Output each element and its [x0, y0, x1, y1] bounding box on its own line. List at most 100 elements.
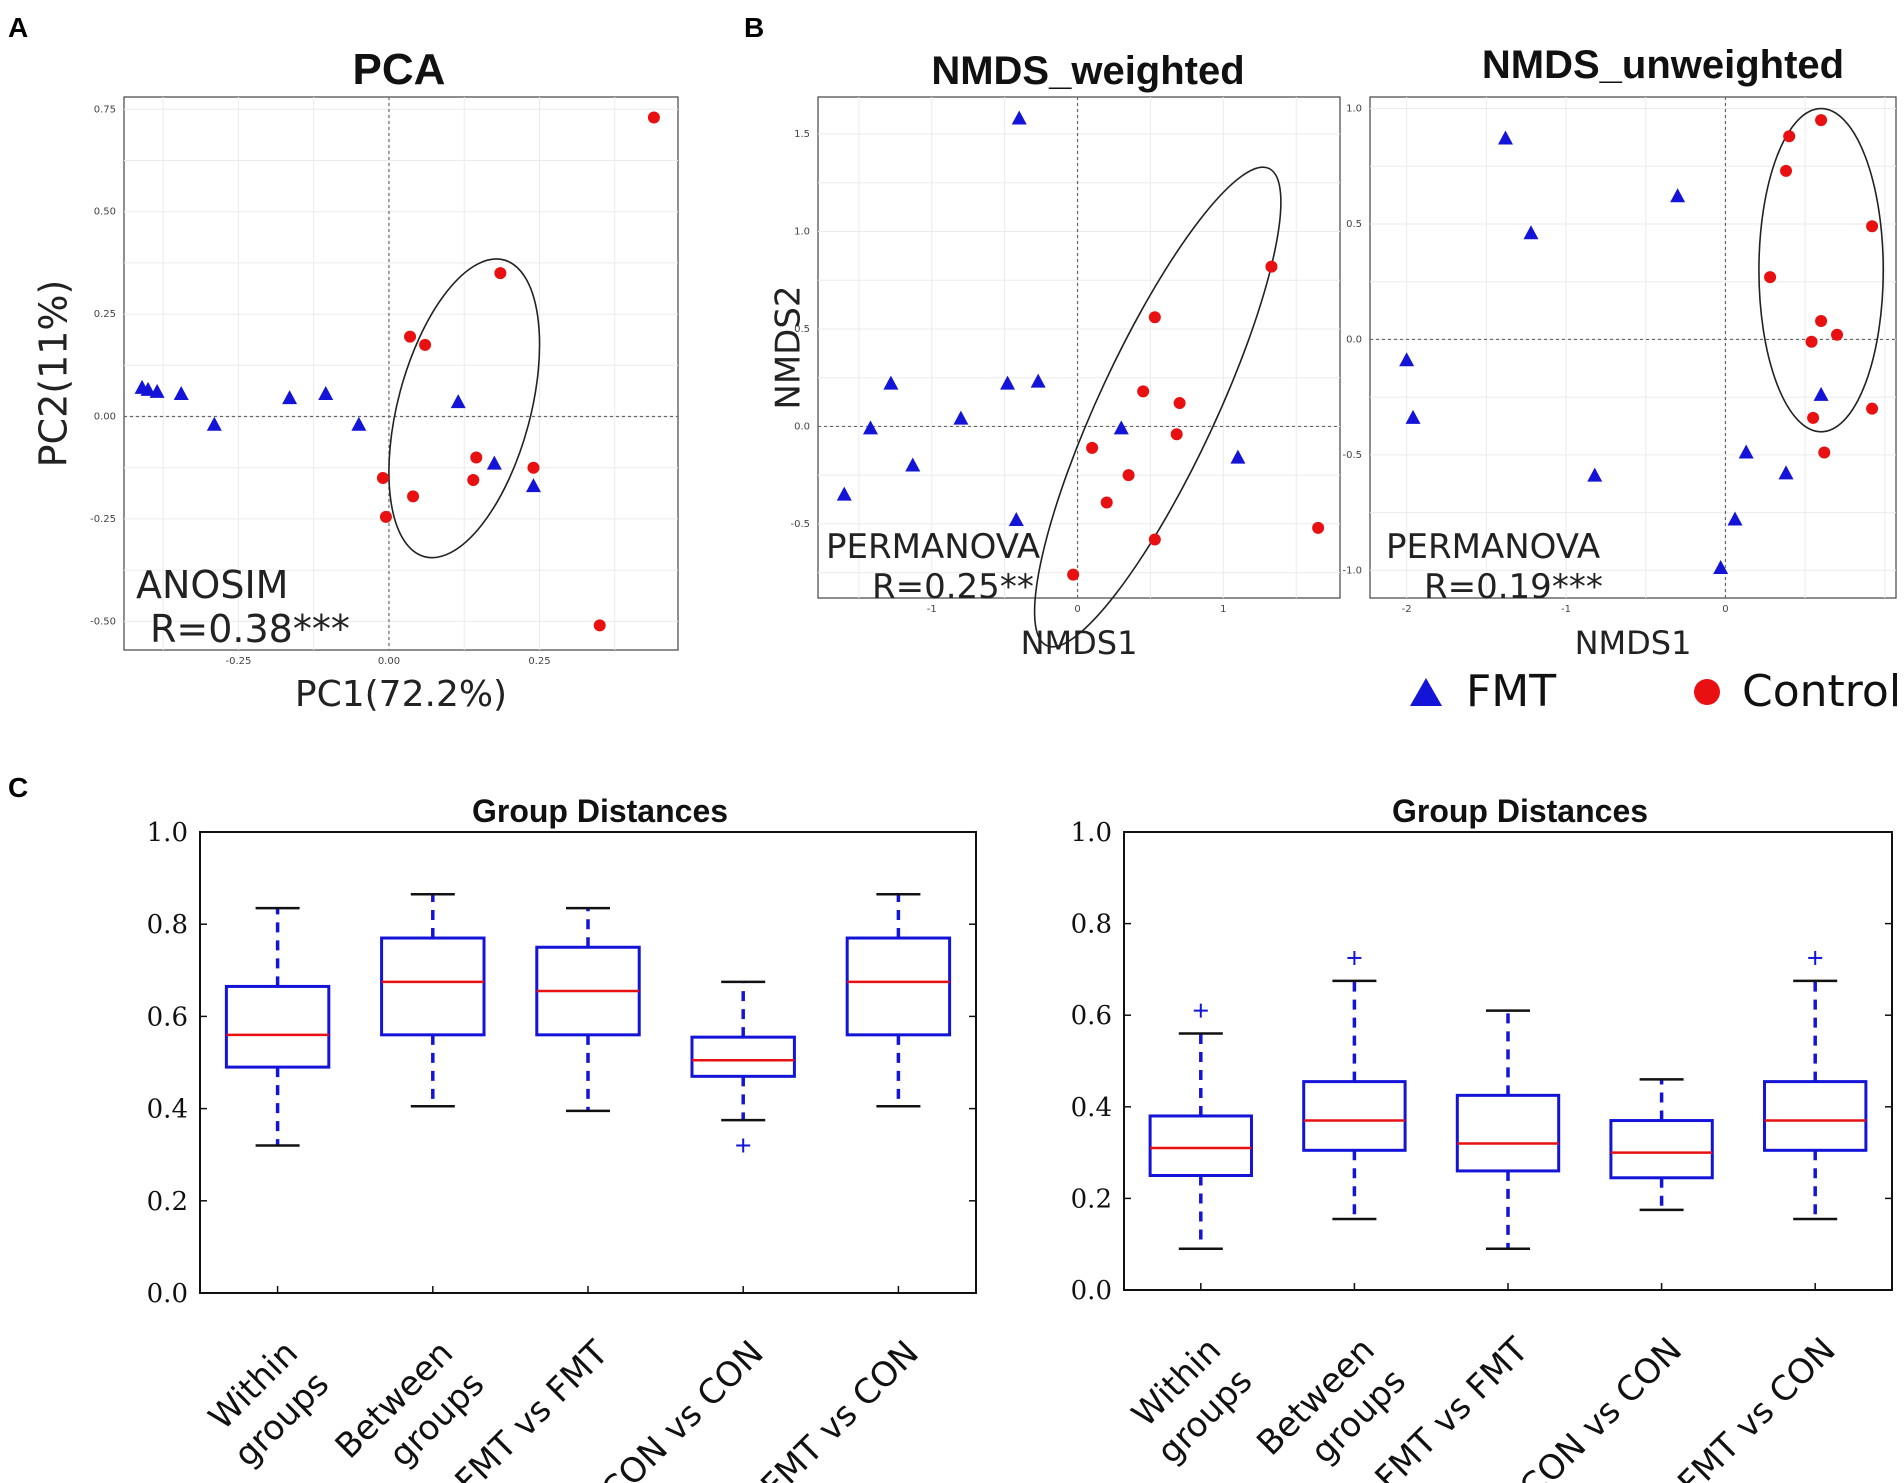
- plot-frame: [817, 96, 1341, 599]
- control-point: [407, 490, 420, 503]
- fmt-point: [1000, 375, 1016, 390]
- stat-test-value: R=0.38***: [150, 607, 350, 651]
- iqr-box: [845, 936, 952, 1037]
- y-tick-label: 0.5: [1346, 219, 1362, 230]
- legend-fmt-triangle-icon: [1410, 677, 1442, 706]
- y-tick-label: 0.50: [94, 207, 116, 218]
- x-category-label: FMT vs CON: [1670, 1330, 1843, 1483]
- fmt-point: [836, 486, 852, 501]
- panel-label-c: C: [8, 772, 29, 803]
- legend-control-circle-icon: [1694, 678, 1720, 705]
- x-tick-label: 0.00: [378, 656, 400, 667]
- panel-label-b: B: [744, 12, 765, 43]
- iqr-box: [1609, 1119, 1714, 1180]
- confidence-ellipse: [1758, 107, 1885, 433]
- x-tick-label: -0.25: [225, 656, 251, 667]
- y-axis-label: NMDS2: [769, 285, 809, 409]
- x-category-label-line: FMT vs CON: [1670, 1330, 1843, 1483]
- fmt-point: [1713, 559, 1729, 574]
- control-point: [1815, 114, 1828, 127]
- fmt-point: [1405, 409, 1421, 424]
- confidence-ellipse: [1033, 166, 1282, 648]
- y-tick-label: 0.0: [1346, 334, 1362, 345]
- panel-label-a: A: [8, 12, 29, 43]
- fmt-point: [1727, 511, 1743, 526]
- y-tick-label: -1.0: [1342, 565, 1362, 576]
- fmt-point: [282, 390, 298, 405]
- control-point: [1086, 441, 1099, 454]
- fmt-point: [206, 416, 222, 431]
- fmt-point: [862, 420, 878, 435]
- control-point: [647, 111, 660, 124]
- y-tick-label: -0.25: [90, 514, 116, 525]
- fmt-point: [450, 394, 466, 409]
- control-point: [1805, 335, 1818, 348]
- x-category-label: FMT vs CON: [753, 1333, 926, 1483]
- control-point: [379, 510, 392, 523]
- control-point: [1100, 496, 1113, 509]
- fmt-point: [149, 383, 165, 398]
- control-point: [1815, 314, 1828, 327]
- confidence-ellipse: [388, 258, 541, 559]
- y-tick-label: 1.0: [147, 818, 188, 848]
- y-tick-label: 1.5: [794, 129, 810, 140]
- y-tick-label: 0.8: [147, 910, 188, 940]
- fmt-point: [1738, 444, 1754, 459]
- y-tick-label: 1.0: [1346, 104, 1362, 115]
- control-point: [1148, 311, 1161, 324]
- control-point: [470, 451, 483, 464]
- chart-title: Group Distances: [1392, 793, 1648, 829]
- fmt-point: [953, 410, 969, 425]
- control-point: [1122, 469, 1135, 482]
- x-tick-label: -1: [927, 604, 937, 615]
- y-axis-label: PC2(11%): [32, 280, 76, 468]
- control-point: [1312, 521, 1325, 534]
- control-point: [1148, 533, 1161, 546]
- x-tick-label: 0.25: [528, 656, 550, 667]
- control-point: [1866, 220, 1879, 233]
- y-tick-label: 0.4: [1071, 1093, 1112, 1123]
- control-point: [1137, 385, 1150, 398]
- plot-frame: [1369, 96, 1897, 599]
- chart-title: NMDS_weighted: [931, 49, 1244, 93]
- y-tick-label: 0.6: [147, 1002, 188, 1032]
- iqr-box: [1148, 1114, 1253, 1177]
- x-category-label: Withingroups: [1119, 1330, 1261, 1472]
- y-tick-label: -0.5: [790, 519, 810, 530]
- x-axis-label: NMDS1: [1021, 624, 1138, 662]
- control-point: [494, 267, 507, 280]
- x-axis-label: PC1(72.2%): [295, 674, 507, 715]
- fmt-point: [1011, 110, 1027, 125]
- box-chart-2: Group Distances 0.0 0.2 0.4 0.6 0.8 1.0 Withing…: [1071, 793, 1893, 1483]
- box-chart-1: Group Distances 0.0 0.2 0.4 0.6 0.8 1.0 Withing…: [147, 793, 977, 1483]
- x-category-label-line: CON vs CON: [594, 1333, 772, 1483]
- control-point: [1807, 411, 1820, 424]
- fmt-point: [486, 455, 502, 470]
- control-point: [1866, 402, 1879, 415]
- scatter-chart-2: -1 0 1 -0.5 0.0 0.5 1.0 1.5 NMDS_weighted NMDS1 NM…: [769, 49, 1341, 662]
- x-tick-label: 0: [1722, 604, 1728, 615]
- chart-title: PCA: [353, 45, 446, 94]
- fmt-point: [1497, 130, 1513, 145]
- y-tick-label: 0.2: [147, 1187, 188, 1217]
- fmt-point: [351, 416, 367, 431]
- y-tick-label: 0.0: [794, 421, 810, 432]
- y-tick-label: 0.6: [1071, 1001, 1112, 1031]
- y-tick-label: 0.0: [147, 1279, 188, 1309]
- scatter-chart-3: -2 -1 0 -1.0 -0.5 0.0 0.5 1.0 NMDS_unweighted NMD…: [1342, 43, 1897, 662]
- control-point: [1783, 130, 1796, 143]
- y-tick-label: 0.75: [94, 104, 116, 115]
- control-point: [404, 330, 417, 343]
- control-point: [419, 338, 432, 351]
- y-tick-label: 0.4: [147, 1095, 188, 1125]
- fmt-point: [1008, 512, 1024, 527]
- stat-test-value: R=0.19***: [1424, 567, 1603, 607]
- fmt-point: [1813, 386, 1829, 401]
- fmt-point: [905, 457, 921, 472]
- control-point: [1170, 428, 1183, 441]
- y-tick-label: -0.5: [1342, 450, 1362, 461]
- fmt-point: [1778, 465, 1794, 480]
- y-tick-label: 0.0: [1071, 1276, 1112, 1306]
- control-point: [376, 471, 389, 484]
